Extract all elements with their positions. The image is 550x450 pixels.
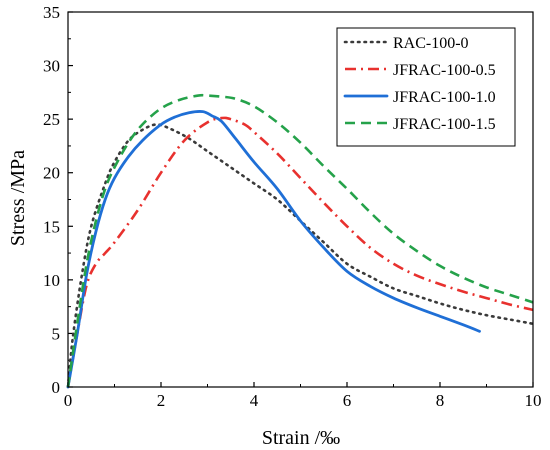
legend-box: [336, 27, 516, 147]
series-line-2: [66, 116, 534, 388]
y-tick-label: 0: [52, 378, 61, 397]
x-tick-label: 2: [157, 391, 166, 410]
x-axis-ticks: 0 2 4 6 8 10: [64, 382, 542, 410]
legend-label-4: JFRAC-100-1.5: [393, 116, 496, 133]
x-tick-label: 4: [250, 391, 259, 410]
x-tick-label: 10: [525, 391, 542, 410]
y-tick-label: 15: [43, 217, 60, 236]
y-tick-label: 25: [43, 110, 60, 129]
y-tick-label: 35: [43, 3, 60, 22]
legend-label-3: JFRAC-100-1.0: [393, 89, 496, 106]
y-tick-label: 20: [43, 164, 60, 183]
y-axis-title: Stress /MPa: [7, 150, 29, 246]
y-tick-label: 10: [43, 271, 60, 290]
plot-frame: [67, 11, 534, 388]
series-line-1: [66, 123, 535, 389]
series-line-3: [66, 110, 481, 389]
x-tick-label: 8: [436, 391, 445, 410]
x-tick-label: 0: [64, 391, 73, 410]
legend: RAC-100-0 JFRAC-100-0.5 JFRAC-100-1.0 JFRAC…: [336, 27, 516, 147]
series-layer: [66, 93, 535, 389]
x-tick-label: 6: [343, 391, 352, 410]
y-axis-ticks: 0 5 10 15 20 25 30 35: [43, 3, 73, 397]
legend-label-1: RAC-100-0: [393, 35, 469, 52]
legend-label-2: JFRAC-100-0.5: [393, 62, 496, 79]
y-tick-label: 30: [43, 57, 60, 76]
y-tick-label: 5: [52, 324, 61, 343]
x-axis-title: Strain /‰: [262, 427, 340, 449]
